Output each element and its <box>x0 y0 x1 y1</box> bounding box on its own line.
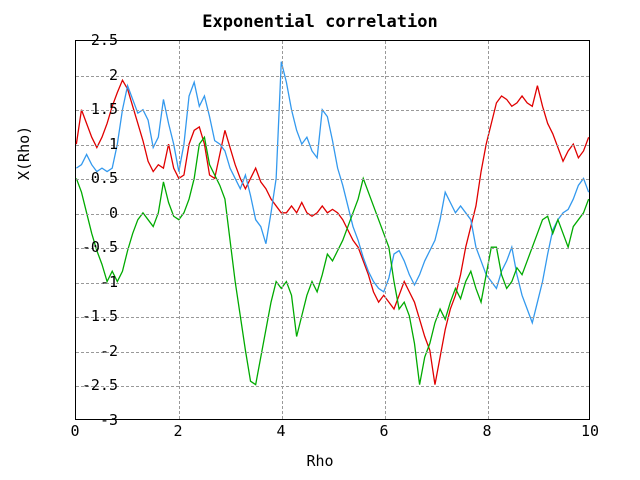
y-tick-label-2.5: 2.5 <box>63 31 118 49</box>
gridline-horizontal <box>76 386 589 387</box>
red-series <box>76 80 588 384</box>
gridline-horizontal <box>76 283 589 284</box>
y-tick-label-1.5: 1.5 <box>63 100 118 118</box>
gridline-vertical <box>488 41 489 419</box>
y-tick-label-1: 1 <box>63 135 118 153</box>
x-tick-label-6: 6 <box>369 422 399 440</box>
chart-root: Exponential correlation X(Rho) Rho -3 -2.… <box>0 0 640 480</box>
y-tick-label--0.5: -0.5 <box>63 238 118 256</box>
y-tick-label-2: 2 <box>63 66 118 84</box>
x-tick-label-8: 8 <box>472 422 502 440</box>
y-tick-label--1: -1 <box>63 273 118 291</box>
gridline-horizontal <box>76 352 589 353</box>
chart-title: Exponential correlation <box>0 12 640 32</box>
series-svg <box>76 41 589 419</box>
plot-area <box>75 40 590 420</box>
x-tick-label-10: 10 <box>575 422 605 440</box>
y-tick-label--2: -2 <box>63 342 118 360</box>
gridline-horizontal <box>76 145 589 146</box>
gridline-vertical <box>385 41 386 419</box>
gridline-horizontal <box>76 248 589 249</box>
x-tick-label-4: 4 <box>266 422 296 440</box>
gridline-vertical <box>179 41 180 419</box>
y-tick-label-0.5: 0.5 <box>63 169 118 187</box>
green-series <box>76 137 588 384</box>
y-tick-label-0: 0 <box>63 204 118 222</box>
gridline-horizontal <box>76 179 589 180</box>
gridline-vertical <box>282 41 283 419</box>
y-tick-label--1.5: -1.5 <box>63 307 118 325</box>
x-tick-label-2: 2 <box>163 422 193 440</box>
gridline-horizontal <box>76 317 589 318</box>
gridline-horizontal <box>76 76 589 77</box>
x-axis-label: Rho <box>0 452 640 470</box>
gridline-horizontal <box>76 110 589 111</box>
y-axis-label: X(Rho) <box>15 126 33 180</box>
x-tick-label-0: 0 <box>60 422 90 440</box>
gridline-horizontal <box>76 214 589 215</box>
y-tick-label--2.5: -2.5 <box>63 376 118 394</box>
